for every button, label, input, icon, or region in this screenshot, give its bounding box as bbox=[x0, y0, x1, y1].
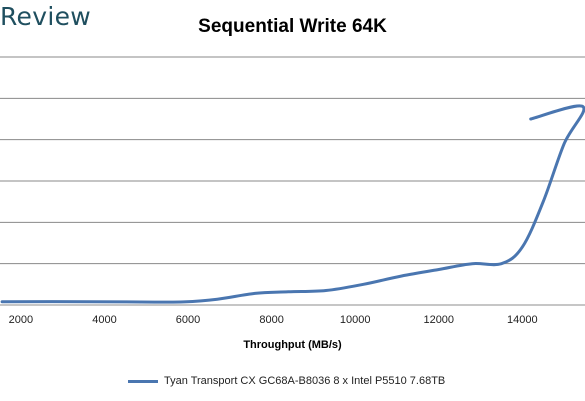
legend-label: Tyan Transport CX GC68A-B8036 8 x Intel … bbox=[164, 375, 446, 387]
x-tick-label: 10000 bbox=[340, 314, 371, 326]
series-line bbox=[0, 104, 585, 304]
x-tick-label: 4000 bbox=[92, 314, 116, 326]
legend-swatch bbox=[128, 379, 158, 383]
legend: Tyan Transport CX GC68A-B8036 8 x Intel … bbox=[128, 373, 445, 389]
chart-title: Sequential Write 64K bbox=[198, 16, 387, 37]
x-tick-label: 14000 bbox=[507, 314, 538, 326]
brand-logo: Review bbox=[0, 2, 91, 31]
x-tick-label: 2000 bbox=[9, 314, 33, 326]
x-tick-label: 12000 bbox=[423, 314, 454, 326]
x-axis-label: Throughput (MB/s) bbox=[243, 339, 342, 351]
x-tick-label: 6000 bbox=[176, 314, 200, 326]
x-tick-label: 8000 bbox=[259, 314, 283, 326]
